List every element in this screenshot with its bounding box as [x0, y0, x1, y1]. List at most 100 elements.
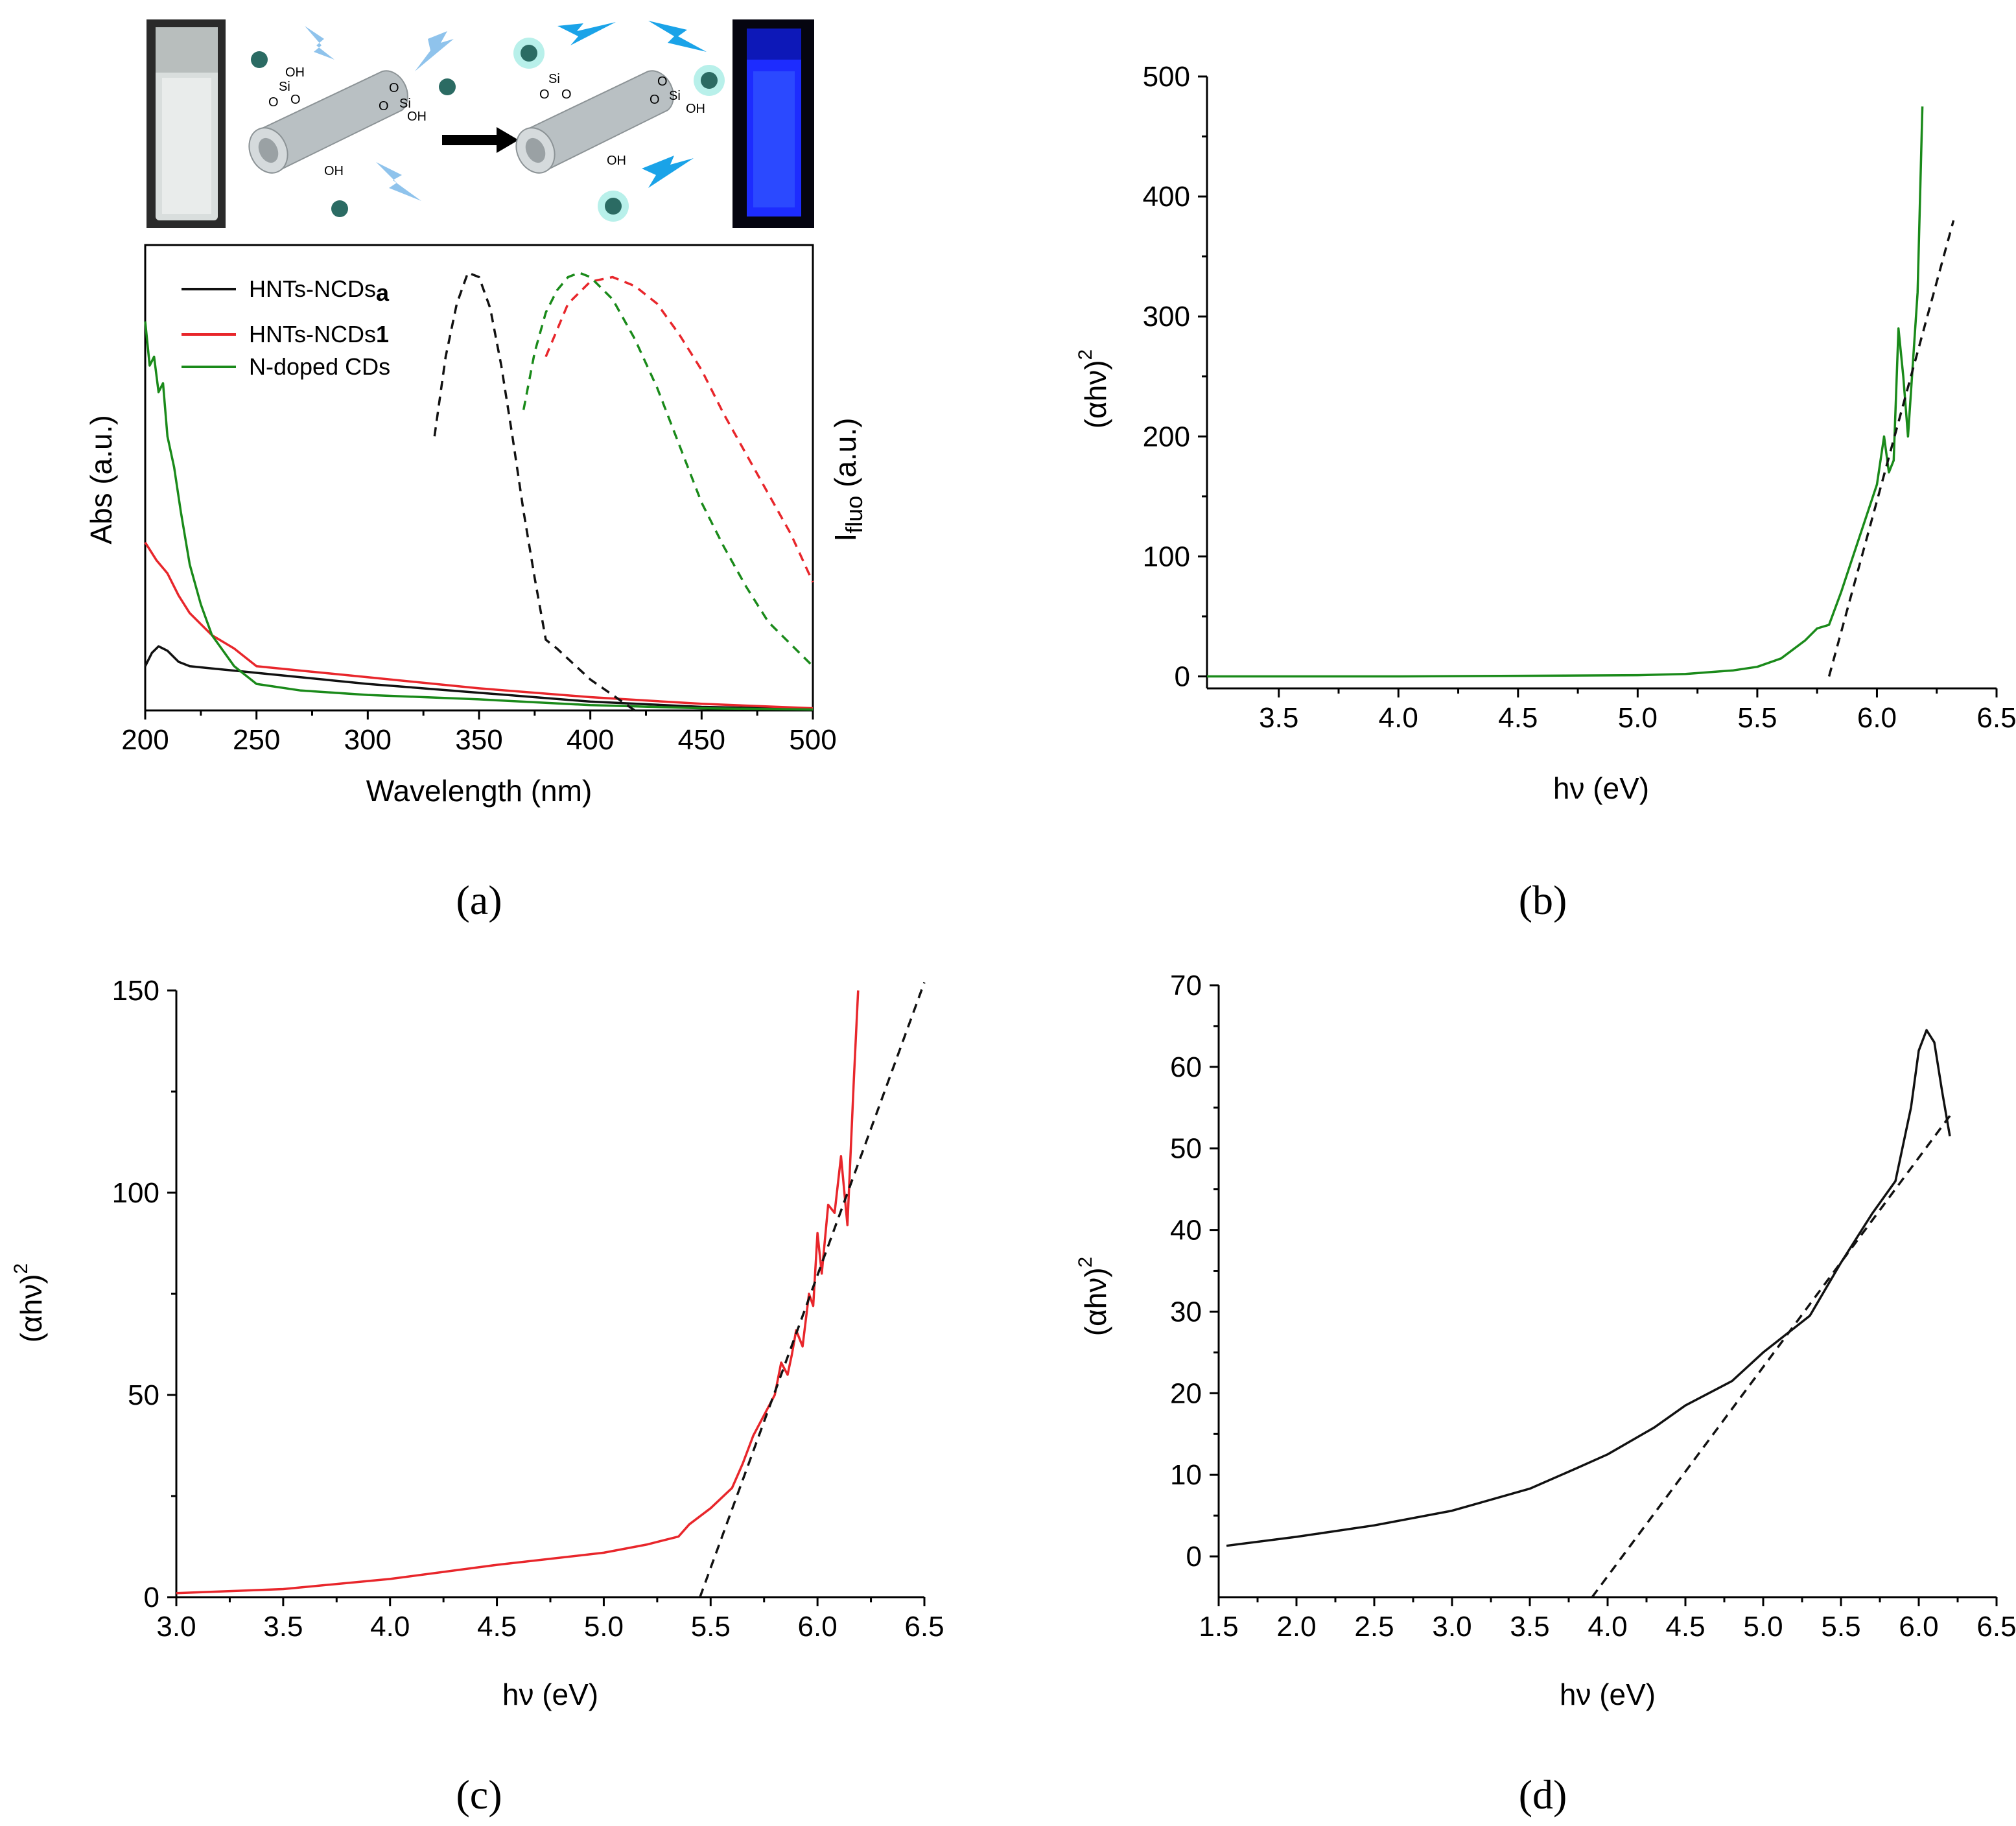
x-tick-label-d: 6.5	[1976, 1611, 2016, 1643]
y-tick-label-d: 30	[1170, 1296, 1202, 1328]
x-tick-label-b: 4.0	[1379, 702, 1418, 734]
x-tick-label-d: 3.0	[1432, 1611, 1471, 1643]
y-tick-label-b: 300	[1143, 301, 1190, 333]
chem-label: OH	[285, 65, 305, 80]
y-axis-title-d: (αhν)2	[1075, 1257, 1112, 1337]
legend-label-a0: HNTs-NCDsa	[249, 275, 390, 306]
x-axis-title-b: hν (eV)	[1553, 771, 1649, 805]
y-tick-label-d: 60	[1170, 1051, 1202, 1083]
chem-label: O	[290, 93, 301, 107]
series-line-a-2	[144, 321, 814, 711]
x-tick-label-a: 400	[567, 724, 614, 756]
chem-label: OH	[324, 164, 344, 178]
series-line-d-1	[1591, 1115, 1951, 1598]
x-tick-label-a: 450	[678, 724, 725, 756]
chem-label: O	[657, 75, 668, 89]
chem-label: O	[379, 99, 389, 113]
chart-c: 3.0 3.5 4.0 4.5 5.0 5.5 6.0 6.5 0 50 100 150 hν (eV…	[10, 975, 944, 1818]
series-line-b-1	[1827, 220, 1955, 677]
y-axis-title-right-a: Ifluo (a.u.)	[828, 418, 867, 542]
panel-label-a: (a)	[456, 877, 502, 923]
x-tick-label-b: 6.5	[1976, 702, 2016, 734]
chem-label: O	[539, 88, 550, 102]
y-axis-title-c: (αhν)2	[10, 1263, 48, 1343]
chem-label: Si	[669, 89, 681, 103]
x-tick-label-d: 5.5	[1821, 1611, 1860, 1643]
panel-label-d: (d)	[1519, 1772, 1567, 1818]
series-line-a-0	[144, 645, 814, 710]
x-tick-label-d: 2.5	[1354, 1611, 1394, 1643]
reaction-arrow-icon	[442, 127, 519, 153]
series-line-a-1	[144, 541, 814, 710]
chem-label: OH	[607, 154, 626, 168]
x-axis-title-d: hν (eV)	[1560, 1678, 1656, 1711]
chem-label: O	[561, 88, 572, 102]
x-tick-label-c: 4.0	[370, 1611, 410, 1643]
x-tick-label-c: 5.0	[584, 1611, 624, 1643]
x-tick-label-d: 4.0	[1588, 1611, 1627, 1643]
y-tick-label-c: 0	[144, 1582, 159, 1613]
y-tick-label-b: 0	[1175, 661, 1190, 692]
x-tick-label-a: 500	[789, 724, 836, 756]
chart-a: 200 250 300 350 400 450 500 HNTs-NCDsa HNTs-NC…	[84, 244, 867, 923]
cuvette-white-photo	[147, 19, 226, 228]
y-tick-label-b: 200	[1143, 421, 1190, 452]
x-tick-label-b: 3.5	[1259, 702, 1298, 734]
legend-a: HNTs-NCDsa HNTs-NCDs1 N-doped CDs	[182, 275, 390, 380]
cuvette-blue-photo	[733, 19, 814, 228]
nanotube-left: OH Si O O OH O Si O OH	[248, 51, 456, 217]
chart-d: 1.5 2.0 2.5 3.0 3.5 4.0 4.5 5.0 5.5 6.0 6.5 0 10 20 30…	[1075, 970, 2016, 1818]
series-line-a-4	[545, 275, 814, 583]
x-tick-label-b: 5.5	[1737, 702, 1777, 734]
y-tick-label-c: 50	[128, 1379, 159, 1411]
x-tick-label-c: 4.5	[477, 1611, 517, 1643]
chem-label: O	[268, 95, 279, 110]
x-tick-label-d: 2.0	[1276, 1611, 1316, 1643]
x-tick-label-c: 6.0	[798, 1611, 838, 1643]
x-tick-label-d: 3.5	[1510, 1611, 1549, 1643]
chem-label: Si	[548, 72, 560, 86]
x-tick-label-d: 1.5	[1199, 1611, 1238, 1643]
y-tick-label-d: 50	[1170, 1133, 1202, 1165]
panel-label-c: (c)	[456, 1772, 502, 1818]
y-tick-label-b: 500	[1143, 61, 1190, 93]
series-line-b-0	[1207, 106, 1924, 678]
series-line-a-3	[433, 271, 636, 712]
y-tick-label-d: 40	[1170, 1215, 1202, 1247]
x-tick-label-d: 4.5	[1665, 1611, 1705, 1643]
x-tick-label-c: 5.5	[691, 1611, 731, 1643]
chem-label: O	[650, 93, 660, 107]
x-axis-title-a: Wavelength (nm)	[366, 774, 592, 808]
legend-label-a1: HNTs-NCDs1	[249, 321, 389, 347]
x-axis-title-c: hν (eV)	[502, 1678, 598, 1711]
uv-lightning-icon	[557, 21, 707, 188]
chem-label: Si	[399, 97, 411, 111]
legend-label-a2: N-doped CDs	[249, 353, 390, 380]
uv-lightning-icon	[305, 26, 454, 201]
x-tick-label-a: 350	[455, 724, 502, 756]
series-line-a-5	[522, 271, 814, 668]
x-tick-label-a: 200	[121, 724, 169, 756]
y-axis-title-b: (αhν)2	[1075, 349, 1112, 429]
y-tick-label-d: 70	[1170, 970, 1202, 1001]
x-tick-label-b: 6.0	[1857, 702, 1897, 734]
chem-label: OH	[407, 110, 427, 124]
series-line-c-0	[176, 990, 860, 1595]
y-tick-label-d: 20	[1170, 1377, 1202, 1409]
chart-b: 3.5 4.0 4.5 5.0 5.5 6.0 6.5 0 100 200 300 400 500 hν…	[1075, 61, 2016, 923]
illustration: OH Si O O OH O Si O OH	[147, 19, 814, 228]
y-tick-label-b: 100	[1143, 541, 1190, 572]
x-tick-label-d: 6.0	[1899, 1611, 1938, 1643]
x-tick-label-c: 3.0	[156, 1611, 196, 1643]
nanotube-right: Si O O OH O Si O OH	[513, 38, 725, 222]
series-line-d-0	[1226, 1029, 1951, 1547]
chem-label: OH	[686, 102, 705, 116]
chem-label: O	[389, 81, 399, 95]
x-tick-label-b: 4.5	[1498, 702, 1538, 734]
y-axis-title-a: Abs (a.u.)	[84, 415, 118, 544]
y-tick-label-b: 400	[1143, 181, 1190, 213]
x-tick-label-c: 3.5	[263, 1611, 303, 1643]
y-tick-label-d: 0	[1186, 1541, 1202, 1573]
x-tick-label-d: 5.0	[1743, 1611, 1783, 1643]
